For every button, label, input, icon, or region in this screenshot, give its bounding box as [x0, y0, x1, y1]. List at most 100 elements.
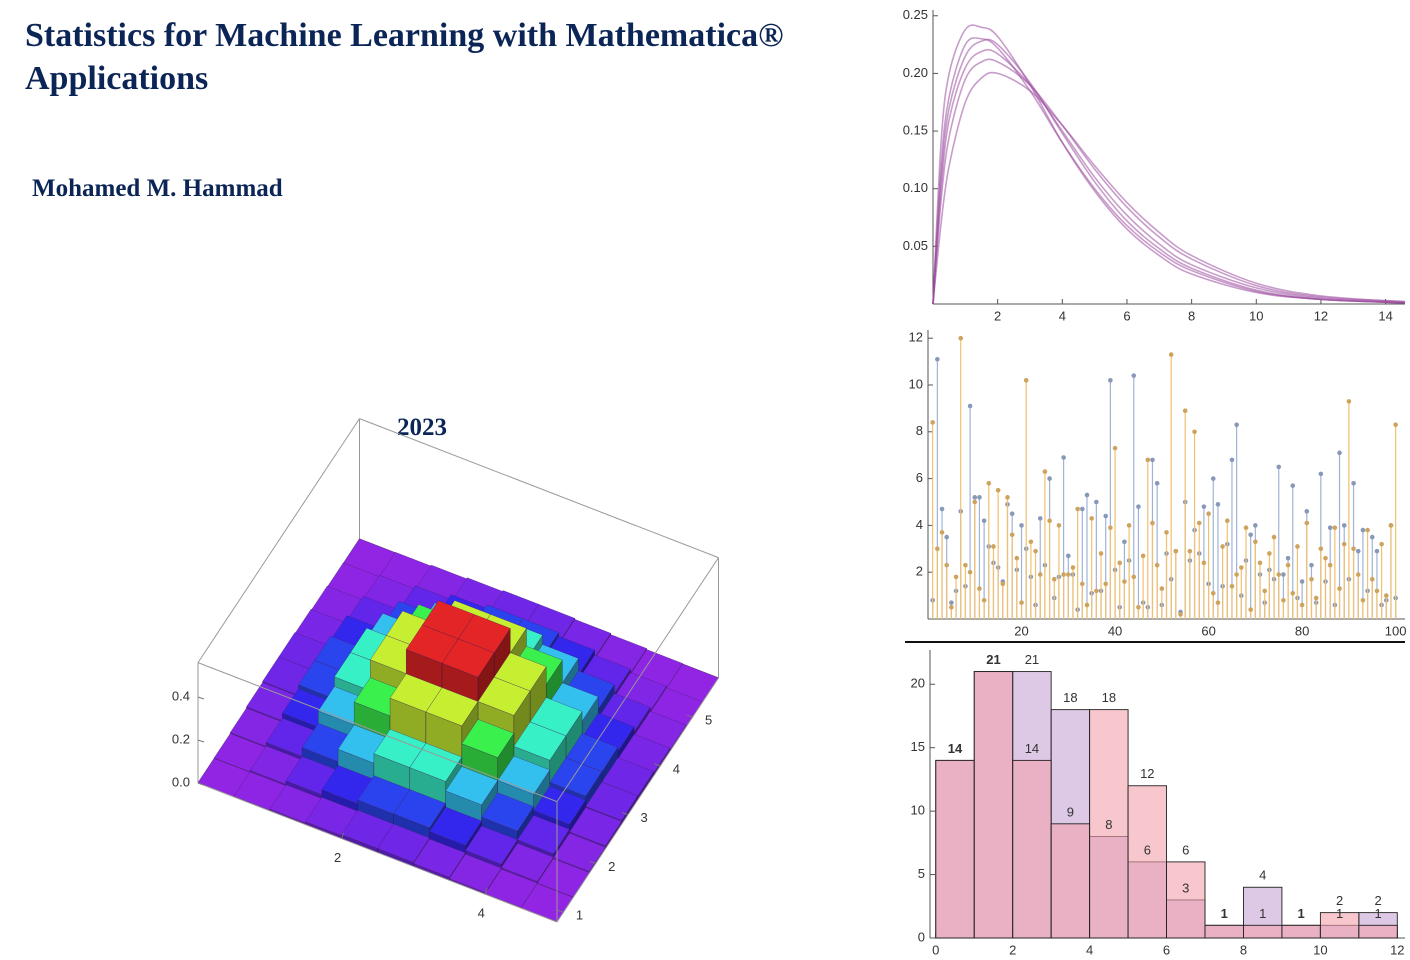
- bar-top: [409, 742, 463, 782]
- density-curve: [932, 48, 1406, 305]
- stem-point: [1318, 471, 1324, 477]
- stem-point: [1304, 520, 1310, 526]
- stem: [1295, 544, 1300, 619]
- stem-point: [1122, 539, 1127, 545]
- bar-top: [461, 719, 515, 758]
- stem-point: [1304, 509, 1310, 514]
- density-curve: [932, 37, 1406, 305]
- stem: [1042, 469, 1048, 619]
- stem-point: [1122, 579, 1127, 584]
- stem-point: [972, 499, 978, 505]
- y-tick-label: 6: [916, 470, 923, 485]
- stem-point: [1360, 597, 1366, 603]
- histogram-bar: [1127, 785, 1167, 939]
- density-curve: [932, 24, 1406, 305]
- stem: [1351, 546, 1356, 619]
- bar-label: 1: [1298, 906, 1305, 921]
- y-tick-label: 0.20: [903, 65, 928, 80]
- stem-point: [1360, 527, 1366, 533]
- stem-point: [1037, 572, 1043, 577]
- y-tick-label: 15: [911, 739, 925, 754]
- stem: [1379, 541, 1384, 619]
- stem: [1369, 576, 1375, 619]
- stem: [1056, 523, 1062, 619]
- bar-top: [413, 838, 466, 878]
- stem: [1070, 565, 1076, 619]
- x-tick-label: 2: [1009, 942, 1016, 957]
- stem-point: [1327, 525, 1333, 531]
- stem: [1215, 600, 1221, 619]
- stem-point: [1126, 523, 1132, 528]
- stem-point: [1313, 595, 1319, 601]
- stem: [1023, 378, 1029, 619]
- stem-point: [1327, 562, 1333, 568]
- stem-point: [1192, 429, 1197, 435]
- stem: [1285, 562, 1291, 619]
- stem-point: [1239, 565, 1244, 570]
- bar-label: 14: [948, 741, 963, 756]
- stem: [1108, 525, 1113, 619]
- stem: [1309, 576, 1314, 619]
- stem: [949, 604, 954, 619]
- stem: [1383, 593, 1389, 619]
- stem-point: [1351, 480, 1356, 486]
- stem-point: [944, 562, 950, 568]
- stem-point: [967, 403, 973, 409]
- stem-point: [1271, 534, 1277, 540]
- stem: [1061, 572, 1066, 619]
- stem-point: [1150, 520, 1155, 526]
- stem: [1145, 457, 1151, 619]
- box-edge: [556, 557, 719, 802]
- stem-point: [1369, 576, 1375, 582]
- stem: [1014, 555, 1020, 619]
- x-tick-label: 4: [1086, 942, 1093, 957]
- stem-point: [1028, 539, 1034, 545]
- stem: [1206, 511, 1211, 619]
- y-tick-label: 10: [909, 376, 923, 391]
- bar-top: [477, 676, 531, 716]
- bar-label: 8: [1105, 817, 1112, 832]
- stem-point: [1299, 602, 1305, 608]
- stem-point: [1080, 581, 1085, 587]
- stem-point: [1281, 572, 1286, 577]
- stem-point: [1108, 378, 1113, 383]
- x-tick: [484, 888, 488, 895]
- bar-label: 1: [1221, 906, 1228, 921]
- stem-point: [1065, 553, 1071, 559]
- stem-point: [1112, 445, 1118, 451]
- stem: [991, 544, 996, 619]
- stem-point: [1276, 464, 1282, 470]
- stem-point: [1005, 495, 1010, 500]
- stem-point: [972, 495, 978, 500]
- y-tick-label: 0.15: [903, 122, 928, 137]
- stem: [1271, 534, 1277, 619]
- box-edge: [556, 677, 719, 923]
- stem-point: [1084, 492, 1090, 498]
- stem: [981, 597, 987, 619]
- stem-point: [1047, 476, 1052, 481]
- stem: [1323, 555, 1328, 619]
- histogram-bar: [1204, 924, 1244, 939]
- x-tick-label: 60: [1201, 623, 1215, 638]
- y-tick-label: 0.25: [903, 7, 928, 22]
- stem-point: [1309, 562, 1314, 568]
- x-tick-label: 6: [1163, 942, 1170, 957]
- stem-point: [1094, 499, 1099, 505]
- stem-point: [1318, 546, 1324, 552]
- stem: [1019, 600, 1024, 619]
- stem-point: [1215, 502, 1221, 507]
- stem-point: [1098, 551, 1104, 556]
- density-curve: [932, 58, 1406, 305]
- stem: [1094, 588, 1099, 619]
- stem-point: [1089, 516, 1094, 521]
- y-tick-label: 4: [673, 761, 680, 776]
- stem: [977, 586, 982, 619]
- box-edge: [359, 418, 719, 559]
- histogram-bar: [1319, 912, 1360, 939]
- z-tick-label: 0.0: [172, 774, 190, 789]
- stem-point: [1281, 597, 1286, 603]
- stem: [1103, 581, 1109, 619]
- stem: [1051, 576, 1057, 619]
- stem: [1159, 586, 1165, 619]
